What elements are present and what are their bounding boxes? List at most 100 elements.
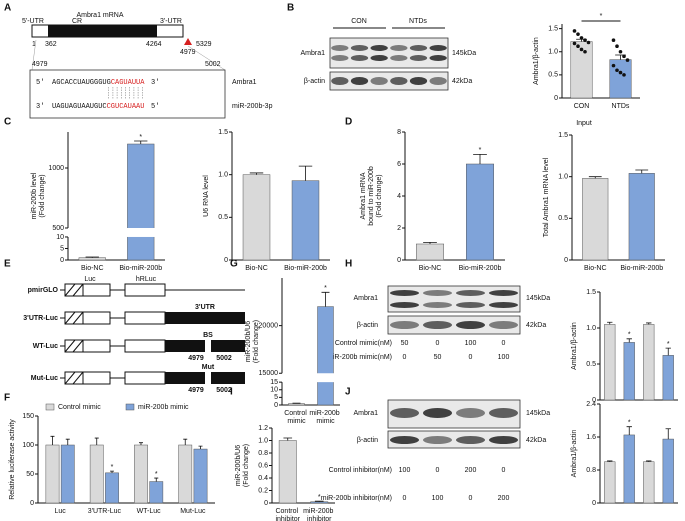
- site-start: 4979: [32, 61, 48, 68]
- bar: [193, 448, 208, 504]
- hatch: [64, 283, 84, 297]
- utr-box: [165, 312, 245, 324]
- site-box: [205, 340, 211, 352]
- dose: 0: [436, 340, 440, 347]
- dose: 0: [403, 495, 407, 502]
- panel-letter: G: [230, 259, 238, 270]
- error-bar: [607, 321, 613, 325]
- y-tick-label: 5: [60, 245, 64, 252]
- hatch: [64, 371, 84, 385]
- blot-row-label: Ambra1: [353, 410, 378, 417]
- dose: 0: [502, 467, 506, 474]
- y-tick-label: 15: [270, 379, 278, 386]
- bar: [582, 178, 609, 261]
- axis-break: [316, 373, 335, 383]
- position-label: 1: [32, 41, 36, 48]
- y-tick-label: 0.4: [258, 475, 268, 482]
- error-bar: [626, 426, 632, 435]
- blot: [387, 285, 521, 313]
- blot-size: 145kDa: [452, 50, 476, 57]
- data-point: [583, 38, 587, 42]
- y-tick-label: 8: [397, 129, 401, 136]
- error-bar: [298, 165, 313, 181]
- bar: [643, 324, 655, 401]
- group-label: NTDs: [409, 18, 427, 25]
- y-tick-label: 0.6: [258, 462, 268, 469]
- data-point: [579, 36, 584, 40]
- significance: *: [479, 147, 482, 154]
- y-tick-label: 150: [22, 413, 34, 420]
- panel-letter: J: [345, 387, 351, 398]
- blot: [387, 430, 521, 449]
- blot-band: [350, 45, 369, 51]
- utr-label: 3'UTR: [195, 304, 215, 311]
- blot-band: [370, 55, 388, 61]
- x-tick-label: miR-200b mimic: [309, 410, 341, 425]
- y-axis-label: Ambra1/β-actin: [571, 430, 578, 478]
- x-tick-label: Bio-miR-200b: [459, 265, 502, 272]
- blot: [329, 71, 449, 91]
- construct-label: WT-Luc: [33, 343, 58, 350]
- data-point: [611, 38, 616, 42]
- error-bar: [646, 322, 652, 325]
- blot-band: [488, 302, 519, 308]
- y-tick-label: 0: [554, 95, 558, 102]
- dose: 0: [502, 340, 506, 347]
- bar: [278, 440, 297, 504]
- y-axis-label: miR-200b/U6: [245, 321, 252, 362]
- y-tick-label: 15000: [259, 370, 279, 377]
- site-box: [205, 372, 211, 384]
- bar: [45, 444, 60, 504]
- bar: [310, 501, 329, 504]
- blot: [329, 37, 449, 69]
- y-tick-label: 1.0: [558, 174, 568, 181]
- panel-letter: I: [230, 387, 233, 398]
- blot-band: [389, 302, 420, 308]
- base-pairs: [108, 87, 143, 99]
- blot-band: [488, 290, 519, 296]
- y-axis-label: Ambra1 mRNA: [360, 172, 367, 219]
- blot-band: [422, 290, 453, 296]
- y-tick-label: 4: [397, 193, 401, 200]
- x-tick-label: Control mimic: [284, 410, 309, 425]
- blot-size: 145kDa: [526, 295, 550, 302]
- bar: [242, 174, 271, 261]
- blot-band: [455, 408, 486, 418]
- blot-band: [422, 302, 453, 308]
- blot-band: [488, 408, 519, 418]
- error-bar: [646, 460, 652, 462]
- bar: [604, 461, 616, 504]
- blot-band: [429, 55, 447, 61]
- mrna-title: Ambra1 mRNA: [76, 12, 123, 19]
- position-label: 5002: [216, 387, 232, 394]
- blot-band: [331, 45, 349, 51]
- dose: 100: [465, 340, 477, 347]
- bar: [604, 324, 616, 401]
- data-point: [615, 44, 619, 48]
- dose: 50: [401, 340, 409, 347]
- y-tick-label: 0.5: [586, 361, 596, 368]
- position-label: 4979: [188, 355, 204, 362]
- y-tick-label: 0.8: [258, 450, 268, 457]
- panel-letter: A: [4, 3, 11, 14]
- bar: [662, 438, 674, 504]
- bar: [105, 472, 119, 504]
- bar: [628, 173, 655, 261]
- blot-band: [455, 302, 486, 308]
- zoom-line: [187, 45, 226, 71]
- x-tick-label: Bio-miR-200b: [284, 265, 327, 272]
- y-axis-label: (Fold change): [39, 174, 46, 217]
- y-tick-label: 1000: [48, 165, 64, 172]
- y-axis-label: (Fold change): [376, 174, 383, 217]
- data-point: [618, 49, 623, 54]
- position-label: 4979: [188, 387, 204, 394]
- hatch-box: [64, 371, 84, 385]
- blot-band: [409, 55, 428, 61]
- blot-row-label: β-actin: [304, 78, 325, 85]
- y-axis-label: bound to miR-200b: [368, 166, 375, 226]
- x-tick-label: NTDs: [612, 103, 630, 110]
- data-point: [618, 70, 623, 75]
- error-bar: [321, 291, 330, 307]
- y-tick-label: 0: [264, 500, 268, 507]
